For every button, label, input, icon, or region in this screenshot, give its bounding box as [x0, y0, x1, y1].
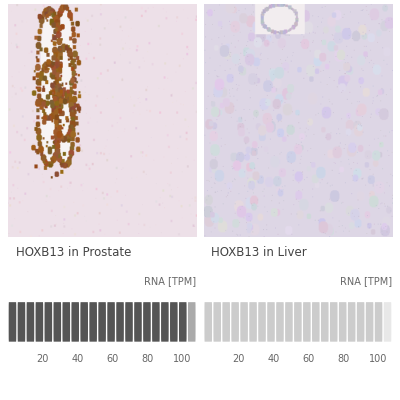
FancyBboxPatch shape [240, 302, 248, 342]
FancyBboxPatch shape [18, 302, 25, 342]
FancyBboxPatch shape [294, 302, 302, 342]
FancyBboxPatch shape [116, 302, 124, 342]
Text: 60: 60 [106, 354, 119, 364]
Text: 20: 20 [232, 354, 245, 364]
FancyBboxPatch shape [339, 302, 346, 342]
FancyBboxPatch shape [249, 302, 257, 342]
FancyBboxPatch shape [214, 302, 221, 342]
Text: HOXB13 in Liver: HOXB13 in Liver [211, 246, 307, 259]
FancyBboxPatch shape [143, 302, 151, 342]
FancyBboxPatch shape [267, 302, 275, 342]
FancyBboxPatch shape [204, 302, 212, 342]
FancyBboxPatch shape [134, 302, 142, 342]
FancyBboxPatch shape [161, 302, 169, 342]
Text: 20: 20 [37, 354, 49, 364]
FancyBboxPatch shape [285, 302, 293, 342]
FancyBboxPatch shape [72, 302, 79, 342]
FancyBboxPatch shape [152, 302, 160, 342]
FancyBboxPatch shape [26, 302, 34, 342]
FancyBboxPatch shape [54, 302, 61, 342]
FancyBboxPatch shape [303, 302, 311, 342]
FancyBboxPatch shape [179, 302, 186, 342]
Text: 100: 100 [173, 354, 192, 364]
FancyBboxPatch shape [231, 302, 239, 342]
FancyBboxPatch shape [375, 302, 382, 342]
Text: 40: 40 [72, 354, 84, 364]
FancyBboxPatch shape [98, 302, 106, 342]
FancyBboxPatch shape [188, 302, 196, 342]
FancyBboxPatch shape [312, 302, 320, 342]
Text: RNA [TPM]: RNA [TPM] [340, 276, 392, 286]
Text: 60: 60 [302, 354, 314, 364]
FancyBboxPatch shape [276, 302, 284, 342]
FancyBboxPatch shape [89, 302, 97, 342]
Text: 80: 80 [141, 354, 154, 364]
Text: 40: 40 [267, 354, 280, 364]
FancyBboxPatch shape [357, 302, 364, 342]
FancyBboxPatch shape [258, 302, 266, 342]
FancyBboxPatch shape [330, 302, 338, 342]
FancyBboxPatch shape [36, 302, 43, 342]
Text: HOXB13 in Prostate: HOXB13 in Prostate [16, 246, 131, 259]
FancyBboxPatch shape [62, 302, 70, 342]
FancyBboxPatch shape [348, 302, 356, 342]
Text: RNA [TPM]: RNA [TPM] [144, 276, 196, 286]
Text: 100: 100 [369, 354, 387, 364]
FancyBboxPatch shape [222, 302, 230, 342]
FancyBboxPatch shape [9, 302, 16, 342]
FancyBboxPatch shape [366, 302, 374, 342]
FancyBboxPatch shape [125, 302, 133, 342]
FancyBboxPatch shape [321, 302, 328, 342]
FancyBboxPatch shape [80, 302, 88, 342]
Text: 80: 80 [337, 354, 349, 364]
FancyBboxPatch shape [44, 302, 52, 342]
FancyBboxPatch shape [170, 302, 178, 342]
FancyBboxPatch shape [384, 302, 391, 342]
FancyBboxPatch shape [107, 302, 115, 342]
